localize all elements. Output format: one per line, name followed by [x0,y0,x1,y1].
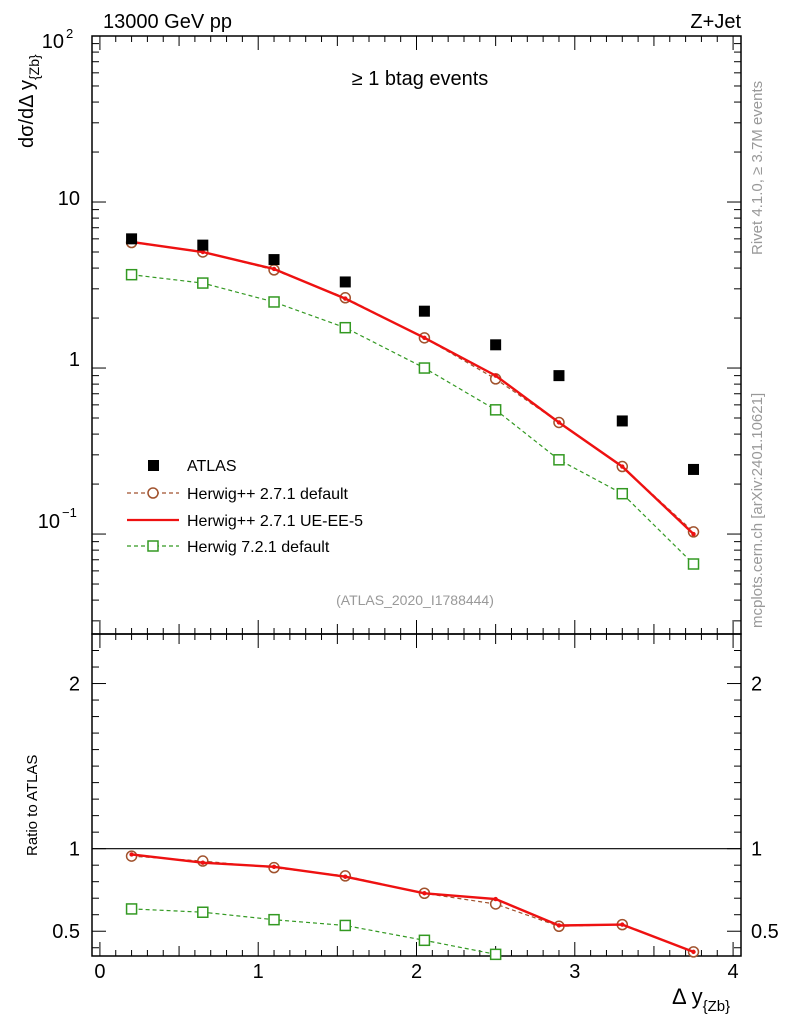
ratio-point-herwig-7-2-1-default [268,913,280,926]
x-tick-label: 3 [569,961,580,983]
main-y-axis-label-text: dσ/dΔ y [16,80,38,148]
main-point-herwig-7-2-1-default [268,296,280,308]
main-y-tick-label-1: 1 [69,349,80,371]
legend-marker-herwig7-default [147,540,159,552]
legend: ATLAS Herwig++ 2.7.1 default Herwig++ 2.… [127,458,363,556]
atlas-data-point [418,305,430,317]
ratio-y-tick-label-left: 1 [69,839,80,861]
main-y-tick-label-10: 10 [58,188,80,210]
site-label: mcplots.cern.ch [arXiv:2401.10621] [749,393,766,628]
ratio-point-herwig-7-2-1-default [125,903,138,915]
ratio-panel: 0.5 0.5 1 1 2 2 0 1 2 3 4 Ratio to ATLAS Δ y{Zb} [24,633,779,1015]
ratio-point-herwig-2-7-1-ue-ee-5 [343,874,348,879]
legend-label-herwigpp-ueee5: Herwig++ 2.7.1 UE-EE-5 [187,513,363,530]
atlas-data-point [339,276,351,288]
ratio-point-herwig-2-7-1-ue-ee-5 [691,949,696,955]
x-tick-label: 1 [253,961,264,983]
atlas-data-point [616,415,628,427]
main-point-herwig-2-7-1-ue-ee-5 [200,249,206,255]
ratio-point-herwig-2-7-1-ue-ee-5 [200,860,206,865]
main-point-herwig-7-2-1-default [418,362,431,374]
ratio-line-herwig-7-2-1-default [131,908,496,955]
ratio-y-tick-label-right: 0.5 [751,921,779,943]
ratio-point-herwig-2-7-1-ue-ee-5 [129,852,134,857]
x-tick-label: 4 [728,961,739,983]
atlas-data-point [197,239,209,251]
main-point-herwig-7-2-1-default [553,454,565,466]
ratio-y-tick-label-right: 2 [751,674,762,696]
ratio-frame [91,633,742,957]
main-y-tick-label-0p1: 10 [38,511,60,533]
main-point-herwig-7-2-1-default [687,558,700,570]
x-axis-label-text: Δ y [672,984,703,1009]
main-point-herwig-7-2-1-default [339,321,352,334]
main-point-herwig-2-7-1-ue-ee-5 [493,373,498,378]
main-point-herwig-2-7-1-ue-ee-5 [271,266,277,272]
main-series-layer [125,233,700,570]
ratio-point-herwig-2-7-1-ue-ee-5 [422,891,427,896]
ratio-line-herwig-2-7-1-ue-ee-5 [131,853,694,954]
main-point-herwig-2-7-1-ue-ee-5 [620,464,625,469]
main-panel: 10 2 10 1 10 −1 dσ/dΔ y{Zb} ≥ 1 btag eve… [16,26,742,635]
process-label: Z+Jet [690,11,741,33]
ratio-y-axis-label: Ratio to ATLAS [24,755,41,856]
rivet-label: Rivet 4.1.0, ≥ 3.7M events [749,81,766,255]
main-point-herwig-2-7-1-ue-ee-5 [556,420,562,425]
ratio-point-herwig-2-7-1-ue-ee-5 [493,896,498,902]
main-y-tick-label-0p1-exp: −1 [62,505,77,520]
main-point-herwig-7-2-1-default [489,404,502,416]
ratio-point-herwig-7-2-1-default [339,919,352,932]
atlas-data-point [126,233,138,245]
ratio-ticks: 0.5 0.5 1 1 2 2 0 1 2 3 4 [52,634,779,983]
x-tick-label: 2 [411,961,422,983]
x-axis-label: Δ y{Zb} [672,984,730,1015]
legend-marker-herwigpp-default [147,487,159,499]
main-point-herwig-7-2-1-default [125,268,138,281]
ratio-series-layer [125,850,700,961]
ratio-point-herwig-7-2-1-default [197,906,209,918]
ratio-point-herwig-7-2-1-default [418,934,431,947]
legend-marker-atlas [148,460,159,471]
atlas-data-point [268,254,280,266]
main-point-herwig-2-7-1-ue-ee-5 [691,531,696,537]
main-y-ticks [92,36,741,634]
ratio-y-tick-label-left: 0.5 [52,921,80,943]
atlas-data-point [553,370,565,382]
main-point-herwig-7-2-1-default [616,487,629,500]
ratio-point-herwig-7-2-1-default [489,948,502,961]
main-point-herwig-2-7-1-ue-ee-5 [343,296,348,301]
main-point-herwig-7-2-1-default [197,277,209,289]
ratio-point-herwig-2-7-1-ue-ee-5 [620,922,625,927]
beam-label: 13000 GeV pp [103,11,232,33]
ratio-point-herwig-2-7-1-ue-ee-5 [556,923,562,928]
ratio-y-tick-label-left: 2 [69,674,80,696]
analysis-tag: (ATLAS_2020_I1788444) [336,592,494,608]
main-point-herwig-2-7-1-ue-ee-5 [422,335,427,341]
x-tick-label: 0 [94,961,105,983]
main-chart-title: ≥ 1 btag events [352,68,489,90]
main-y-tick-label-100: 10 [42,31,64,53]
legend-label-herwig7-default: Herwig 7.2.1 default [187,539,330,556]
main-y-axis-label: dσ/dΔ y{Zb} [16,54,42,148]
ratio-point-herwig-2-7-1-ue-ee-5 [271,864,277,870]
ratio-y-tick-label-right: 1 [751,839,762,861]
atlas-data-point [688,463,700,475]
legend-label-herwigpp-default: Herwig++ 2.7.1 default [187,486,349,503]
x-axis-label-sub: {Zb} [703,998,731,1015]
main-y-tick-label-100-exp: 2 [66,26,73,41]
main-y-axis-label-sub: {Zb} [26,54,42,80]
legend-label-atlas: ATLAS [187,458,237,475]
atlas-data-point [490,339,502,351]
